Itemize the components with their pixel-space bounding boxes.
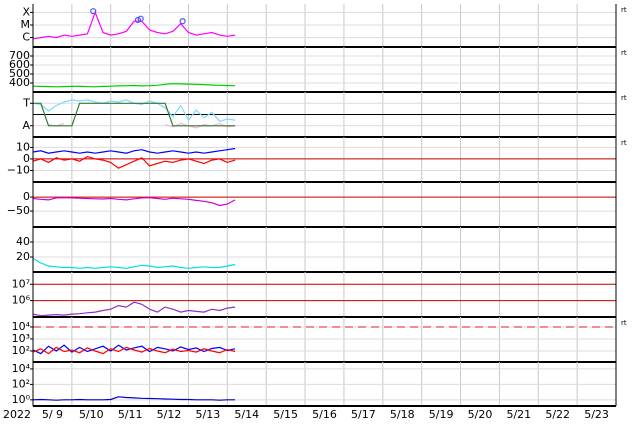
corner-label: rt xyxy=(621,139,627,147)
y-tick-label: 40 xyxy=(16,235,30,248)
y-tick-label: −10 xyxy=(7,163,30,176)
y-tick-label: X xyxy=(22,5,30,18)
x-tick-label: 5/10 xyxy=(79,408,104,421)
y-tick-label: 10⁷ xyxy=(12,277,30,290)
corner-label: rt xyxy=(621,6,627,14)
x-tick-label: 5/23 xyxy=(584,408,609,421)
x-tick-label: 5/11 xyxy=(118,408,143,421)
corner-label: rt xyxy=(621,319,627,327)
y-tick-label: −50 xyxy=(7,204,30,217)
flare-marker xyxy=(137,15,144,22)
x-tick-label: 5/19 xyxy=(429,408,454,421)
x-axis-label: 2022 xyxy=(3,408,31,421)
y-tick-label: T xyxy=(22,96,30,109)
x-tick-label: 5/17 xyxy=(351,408,376,421)
y-tick-label: 10³ xyxy=(12,332,30,345)
data-line xyxy=(32,346,236,355)
corner-label: rt xyxy=(621,94,627,102)
data-line xyxy=(32,155,236,169)
data-line xyxy=(32,301,236,317)
flare-marker xyxy=(90,8,97,15)
x-tick-label: 5/15 xyxy=(273,408,298,421)
flare-marker xyxy=(179,18,186,25)
x-tick-label: 5/14 xyxy=(234,408,259,421)
y-tick-label: 10⁶ xyxy=(12,294,31,307)
data-line xyxy=(32,257,236,269)
x-tick-label: 5/18 xyxy=(390,408,415,421)
y-tick-label: 20 xyxy=(16,250,30,263)
x-tick-label: 5/12 xyxy=(157,408,182,421)
y-tick-label: 10⁴ xyxy=(12,320,31,333)
data-line xyxy=(32,10,236,40)
data-line xyxy=(33,102,236,127)
x-tick-label: 5/21 xyxy=(506,408,531,421)
x-tick-label: 5/16 xyxy=(312,408,337,421)
y-tick-label: 10 xyxy=(16,140,30,153)
y-tick-label: 10⁴ xyxy=(12,362,31,375)
x-tick-label: 5/20 xyxy=(468,408,493,421)
y-tick-label: A xyxy=(22,119,30,132)
y-tick-label: 700 xyxy=(9,49,30,62)
y-tick-label: 0 xyxy=(23,190,30,203)
x-tick-label: 5/22 xyxy=(545,408,570,421)
data-line xyxy=(32,197,236,207)
corner-label: rt xyxy=(621,49,627,57)
y-tick-label: 10⁰ xyxy=(12,393,31,406)
y-tick-label: 500 xyxy=(9,67,30,80)
x-tick-label: 5/ 9 xyxy=(42,408,63,421)
y-tick-label: 10² xyxy=(12,344,30,357)
y-tick-label: 600 xyxy=(9,58,30,71)
y-tick-label: 10² xyxy=(12,377,30,390)
y-tick-label: 400 xyxy=(9,76,30,89)
data-line xyxy=(32,147,236,154)
y-tick-label: M xyxy=(21,18,31,31)
data-line xyxy=(32,396,236,401)
data-line xyxy=(32,83,236,88)
y-tick-label: C xyxy=(22,31,30,44)
y-tick-label: 0 xyxy=(23,152,30,165)
x-tick-label: 5/13 xyxy=(196,408,221,421)
